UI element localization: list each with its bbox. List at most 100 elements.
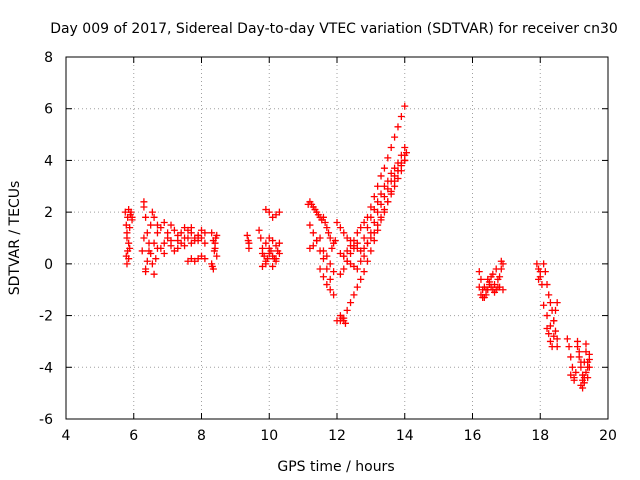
data-point bbox=[153, 229, 161, 237]
data-point bbox=[262, 260, 270, 268]
data-point bbox=[367, 247, 375, 255]
data-point bbox=[343, 257, 351, 265]
data-point bbox=[142, 213, 150, 221]
data-point bbox=[545, 330, 553, 338]
data-point bbox=[582, 368, 590, 376]
data-point bbox=[122, 252, 130, 260]
data-point bbox=[377, 172, 385, 180]
data-point bbox=[387, 177, 395, 185]
data-point bbox=[494, 275, 502, 283]
data-point bbox=[326, 275, 334, 283]
data-point bbox=[330, 268, 338, 276]
data-point bbox=[211, 239, 219, 247]
data-point bbox=[582, 340, 590, 348]
data-point bbox=[543, 281, 551, 289]
series-cluster-16.5 bbox=[475, 257, 507, 301]
data-point bbox=[258, 250, 266, 258]
data-point bbox=[160, 218, 168, 226]
data-point bbox=[255, 226, 263, 234]
x-tick-labels: 4 6 8 10 12 14 16 18 20 bbox=[62, 428, 617, 444]
data-point bbox=[160, 239, 168, 247]
data-point bbox=[264, 255, 272, 263]
data-point bbox=[546, 299, 554, 307]
data-point bbox=[543, 325, 551, 332]
data-point bbox=[360, 234, 368, 242]
data-point bbox=[391, 172, 399, 180]
data-point bbox=[384, 198, 392, 206]
data-point bbox=[319, 273, 327, 281]
data-point bbox=[475, 268, 483, 276]
series-loop-11.3 bbox=[304, 198, 339, 299]
data-point bbox=[540, 301, 548, 309]
data-point bbox=[374, 226, 382, 234]
x-tick-label: 20 bbox=[599, 428, 617, 444]
data-point bbox=[150, 213, 158, 221]
data-point bbox=[584, 374, 592, 382]
data-point bbox=[321, 218, 329, 226]
data-point bbox=[536, 268, 544, 276]
x-tick-label: 10 bbox=[260, 428, 278, 444]
data-point bbox=[492, 265, 500, 273]
data-point bbox=[319, 255, 327, 263]
data-point bbox=[126, 224, 134, 232]
data-point bbox=[265, 234, 273, 242]
data-point bbox=[316, 265, 324, 273]
data-point bbox=[316, 247, 324, 255]
data-point bbox=[272, 242, 280, 250]
data-point bbox=[567, 353, 575, 361]
data-point bbox=[499, 286, 507, 294]
data-point bbox=[152, 255, 160, 263]
data-point bbox=[330, 291, 338, 299]
data-point bbox=[497, 257, 505, 265]
data-point bbox=[397, 162, 405, 170]
data-point bbox=[140, 234, 148, 242]
data-point bbox=[336, 224, 344, 232]
data-point bbox=[347, 299, 355, 307]
x-tick-label: 14 bbox=[396, 428, 414, 444]
data-point bbox=[170, 226, 178, 234]
data-point bbox=[360, 218, 368, 226]
data-point bbox=[326, 234, 334, 242]
data-point bbox=[367, 229, 375, 237]
series-cluster-6.3 bbox=[138, 198, 161, 278]
data-point bbox=[269, 262, 277, 270]
series-ramp-12-14 bbox=[333, 102, 410, 327]
series-cluster-19 bbox=[563, 335, 593, 392]
data-point bbox=[177, 229, 185, 237]
data-point bbox=[574, 343, 582, 351]
data-point bbox=[343, 306, 351, 314]
data-point bbox=[350, 291, 358, 299]
y-tick-label: 8 bbox=[44, 50, 53, 66]
data-point bbox=[340, 252, 348, 260]
data-point bbox=[357, 275, 365, 283]
data-point bbox=[333, 218, 341, 226]
data-point bbox=[394, 123, 402, 131]
data-point bbox=[347, 250, 355, 258]
data-point bbox=[553, 299, 561, 307]
data-point bbox=[323, 224, 331, 232]
data-point bbox=[148, 260, 156, 268]
data-point bbox=[550, 332, 558, 340]
data-point bbox=[477, 275, 485, 283]
data-point bbox=[374, 182, 382, 190]
data-point bbox=[150, 239, 158, 247]
data-point bbox=[128, 213, 136, 221]
data-point bbox=[126, 244, 134, 252]
data-point bbox=[384, 154, 392, 162]
data-point bbox=[380, 164, 388, 172]
data-points bbox=[121, 102, 593, 392]
data-point bbox=[265, 244, 273, 252]
data-point bbox=[325, 229, 333, 237]
data-point bbox=[360, 244, 368, 252]
data-point bbox=[357, 257, 365, 265]
data-point bbox=[201, 229, 209, 237]
data-point bbox=[357, 224, 365, 232]
data-point bbox=[125, 239, 133, 247]
data-point bbox=[353, 265, 361, 273]
x-tick-label: 16 bbox=[464, 428, 482, 444]
data-point bbox=[145, 247, 153, 255]
series-cluster-6.8-8.1 bbox=[150, 218, 209, 265]
data-point bbox=[245, 244, 253, 252]
data-point bbox=[143, 257, 151, 265]
data-point bbox=[370, 193, 378, 201]
